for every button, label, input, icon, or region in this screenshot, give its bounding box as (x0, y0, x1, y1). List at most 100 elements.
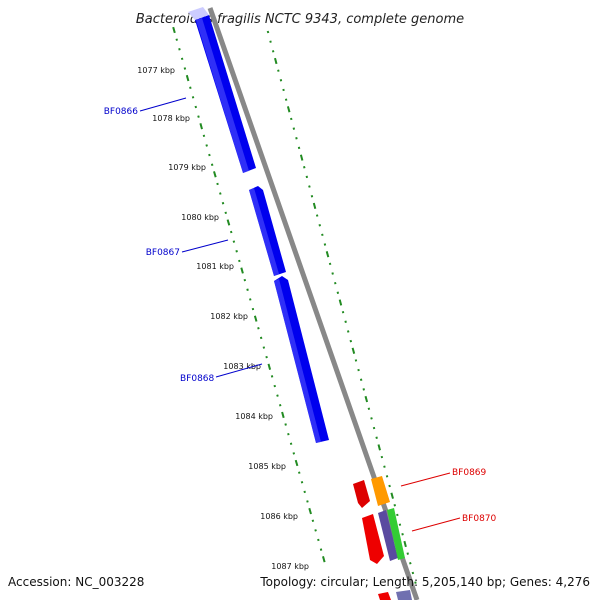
svg-text:BF0866: BF0866 (104, 107, 139, 117)
minor-tick-dot (383, 465, 386, 468)
minor-tick-dot (295, 137, 298, 140)
major-tick-mark (274, 57, 278, 65)
minor-tick-dot (375, 436, 378, 439)
major-tick-mark (390, 492, 394, 499)
minor-tick-dot (354, 359, 358, 362)
gene-BF0868[interactable] (274, 276, 329, 443)
genome-summary: Topology: circular; Length: 5,205,140 bp… (259, 575, 590, 589)
tick-label: 1080 kbp (181, 213, 219, 222)
minor-tick-dot (265, 355, 268, 359)
minor-tick-dot (208, 153, 211, 157)
minor-tick-dot (409, 561, 412, 565)
gene-label-BF0867[interactable]: BF0867 (146, 239, 229, 258)
major-tick-mark (226, 219, 231, 226)
minor-tick-dot (282, 88, 285, 92)
outer-dotted-ring (266, 30, 417, 584)
minor-tick-dot (284, 98, 288, 101)
major-tick-mark (377, 444, 381, 451)
accession-label: Accession: NC_003228 (8, 575, 144, 589)
gene-orange-feature (371, 476, 390, 506)
minor-tick-dot (315, 214, 319, 217)
svg-text:BF0869: BF0869 (452, 468, 487, 478)
minor-tick-dot (246, 288, 249, 292)
minor-tick-dot (388, 484, 391, 488)
gene-BF0866[interactable] (195, 15, 256, 173)
minor-tick-dot (310, 194, 314, 198)
gene-label-BF0869[interactable]: BF0869 (400, 468, 487, 487)
minor-tick-dot (367, 407, 371, 411)
minor-tick-dot (202, 134, 206, 138)
minor-tick-dot (334, 281, 337, 285)
minor-tick-dot (219, 192, 222, 195)
minor-tick-dot (271, 50, 275, 53)
major-tick-mark (312, 202, 317, 210)
minor-tick-dot (249, 298, 252, 301)
minor-tick-dot (328, 262, 332, 266)
minor-tick-dot (273, 384, 276, 388)
gene-BF0870[interactable] (362, 514, 384, 564)
major-tick-mark (403, 540, 407, 548)
minor-tick-dot (251, 307, 255, 311)
minor-tick-dot (262, 346, 266, 349)
major-tick-mark (286, 106, 291, 113)
gene-label-BF0866[interactable]: BF0866 (104, 97, 187, 117)
gene-partial-purple (396, 590, 412, 600)
minor-tick-dot (380, 455, 384, 459)
minor-tick-dot (406, 552, 409, 555)
minor-tick-dot (396, 513, 399, 517)
tick-label: 1086 kbp (260, 512, 298, 521)
minor-tick-dot (279, 79, 283, 82)
tick-label: 1077 kbp (137, 66, 175, 75)
minor-tick-dot (305, 175, 309, 179)
minor-tick-dot (308, 185, 311, 188)
minor-tick-dot (317, 538, 320, 542)
gene-BF0867[interactable] (249, 186, 286, 276)
minor-tick-dot (178, 48, 181, 51)
gene-partial-red (378, 592, 391, 600)
minor-tick-dot (414, 581, 417, 584)
gene-label-BF0868[interactable]: BF0868 (180, 363, 263, 384)
minor-tick-dot (235, 250, 238, 253)
minor-tick-dot (292, 127, 296, 130)
minor-tick-dot (269, 40, 272, 43)
tick-label: 1082 kbp (210, 312, 248, 321)
major-tick-mark (308, 507, 312, 515)
minor-tick-dot (311, 519, 315, 523)
minor-tick-dot (266, 30, 270, 34)
major-tick-mark (267, 363, 272, 370)
tick-label: 1085 kbp (248, 462, 286, 471)
minor-tick-dot (370, 417, 373, 420)
minor-tick-dot (284, 423, 287, 426)
gene-BF0869[interactable] (353, 480, 370, 508)
minor-tick-dot (303, 166, 306, 169)
major-tick-mark (185, 74, 190, 82)
minor-tick-dot (303, 490, 306, 494)
minor-tick-dot (276, 394, 279, 397)
tick-label: 1081 kbp (196, 262, 234, 271)
minor-tick-dot (357, 368, 360, 372)
minor-tick-dot (205, 144, 208, 147)
kbp-tick-labels: 1077 kbp 1078 kbp 1079 kbp 1080 kbp 1081… (137, 66, 309, 571)
minor-tick-dot (393, 504, 396, 507)
minor-tick-dot (194, 105, 198, 109)
major-tick-mark (172, 26, 176, 34)
minor-tick-dot (175, 38, 178, 41)
minor-tick-dot (183, 67, 187, 70)
gene-purple-feature (378, 510, 398, 561)
gene-label-BF0870[interactable]: BF0870 (411, 514, 497, 532)
minor-tick-dot (401, 533, 404, 536)
tick-label: 1079 kbp (168, 163, 206, 172)
minor-tick-dot (292, 452, 296, 455)
minor-tick-dot (314, 529, 317, 532)
minor-tick-dot (321, 233, 324, 237)
major-tick-mark (213, 171, 217, 178)
minor-tick-dot (210, 163, 214, 166)
minor-tick-dot (277, 69, 280, 72)
major-tick-mark (281, 411, 285, 419)
minor-tick-dot (189, 86, 192, 89)
svg-text:BF0868: BF0868 (180, 374, 215, 384)
tick-label: 1078 kbp (152, 114, 190, 123)
tick-label: 1084 kbp (235, 412, 273, 421)
minor-tick-dot (349, 339, 353, 343)
